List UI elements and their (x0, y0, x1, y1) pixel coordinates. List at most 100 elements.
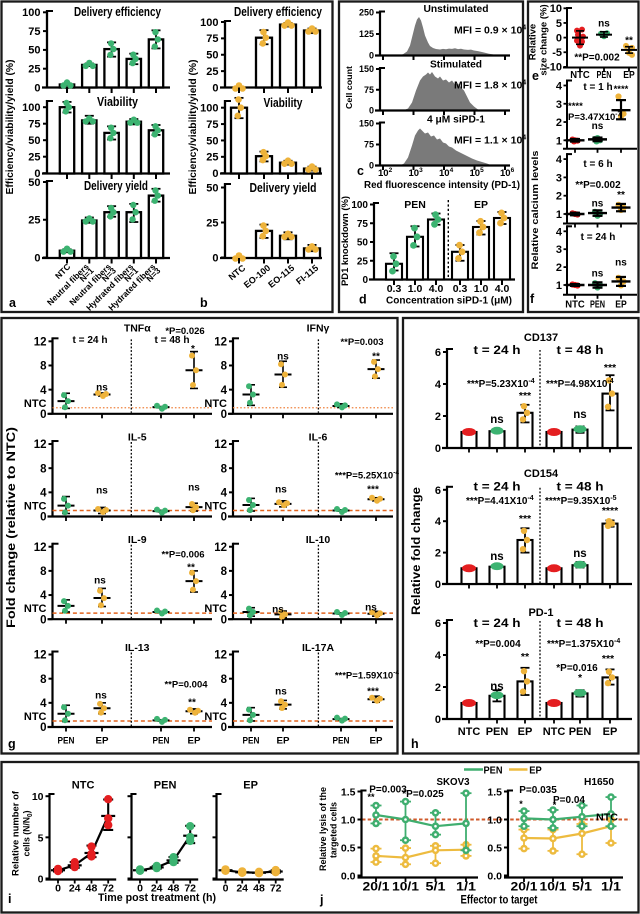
svg-text:**P=0.004: **P=0.004 (164, 680, 208, 691)
svg-text:t = 24 h: t = 24 h (474, 345, 521, 357)
svg-text:targeted cells: targeted cells (329, 802, 339, 858)
svg-text:IFNγ: IFNγ (307, 322, 330, 334)
svg-text:4: 4 (556, 80, 563, 92)
svg-text:NTC: NTC (24, 603, 47, 615)
svg-text:4: 4 (435, 379, 442, 391)
svg-text:75: 75 (364, 140, 374, 150)
svg-text:NTC: NTC (570, 70, 590, 81)
svg-text:ns: ns (277, 352, 289, 363)
svg-text:EP: EP (518, 726, 533, 738)
svg-text:**: ** (625, 36, 633, 47)
svg-text:EP: EP (623, 70, 635, 81)
svg-text:0: 0 (40, 409, 46, 421)
svg-text:1: 1 (556, 209, 562, 221)
svg-text:PEN: PEN (590, 300, 605, 311)
svg-text:72: 72 (270, 883, 282, 895)
svg-text:0: 0 (40, 722, 46, 734)
svg-text:i: i (8, 892, 11, 906)
svg-text:size change (%): size change (%) (539, 4, 550, 75)
svg-text:4: 4 (435, 516, 442, 528)
svg-text:MFI = 0.9 × 104: MFI = 0.9 × 104 (454, 25, 526, 37)
svg-text:Viability: Viability (97, 95, 138, 109)
svg-text:0: 0 (212, 168, 218, 180)
svg-text:EP: EP (529, 766, 542, 777)
svg-text:ns: ns (96, 486, 108, 497)
svg-text:20/1: 20/1 (511, 880, 538, 894)
svg-text:1.0: 1.0 (474, 283, 489, 295)
svg-text:1.0: 1.0 (408, 283, 423, 295)
svg-text:PEN: PEN (243, 736, 260, 747)
svg-text:t = 48 h: t = 48 h (557, 482, 604, 494)
svg-text:150: 150 (359, 64, 374, 74)
svg-text:1/1: 1/1 (456, 880, 476, 894)
svg-text:P=0.04: P=0.04 (553, 795, 585, 806)
svg-text:75: 75 (357, 219, 369, 230)
svg-text:NTC: NTC (458, 726, 481, 738)
svg-text:8: 8 (221, 361, 228, 373)
svg-text:Efficiency/viability/yield (%): Efficiency/viability/yield (%) (188, 60, 199, 195)
svg-text:NTC: NTC (24, 501, 47, 513)
svg-text:***: *** (367, 687, 379, 698)
svg-text:75: 75 (28, 119, 40, 131)
svg-text:2: 2 (556, 117, 562, 129)
svg-text:8: 8 (40, 463, 47, 475)
svg-text:**: ** (372, 352, 380, 363)
svg-text:**: ** (617, 190, 625, 201)
svg-text:4: 4 (40, 590, 47, 602)
svg-text:d: d (359, 293, 367, 307)
svg-text:100: 100 (351, 200, 368, 211)
svg-text:P=0.035: P=0.035 (519, 785, 557, 796)
svg-text:*: * (191, 344, 195, 355)
svg-text:12: 12 (214, 542, 227, 554)
svg-text:t = 48 h: t = 48 h (557, 345, 604, 357)
svg-text:10: 10 (32, 791, 44, 803)
svg-text:NTC: NTC (543, 726, 566, 738)
svg-text:25: 25 (206, 152, 218, 164)
svg-text:1.0: 1.0 (487, 814, 502, 826)
svg-text:10/1: 10/1 (540, 880, 567, 894)
svg-text:12: 12 (214, 439, 227, 451)
svg-text:0.5: 0.5 (487, 842, 502, 854)
svg-text:*: * (553, 800, 557, 810)
svg-text:0: 0 (38, 874, 44, 886)
svg-text:1.5: 1.5 (341, 786, 356, 798)
svg-text:***P=5.25X10-4: ***P=5.25X10-4 (335, 470, 400, 482)
svg-text:Delivery yield: Delivery yield (250, 181, 317, 195)
svg-text:5/1: 5/1 (572, 880, 592, 894)
svg-text:h: h (411, 737, 419, 751)
svg-text:50: 50 (357, 238, 369, 249)
svg-text:t = 6 h: t = 6 h (583, 159, 612, 170)
svg-text:t = 24 h: t = 24 h (581, 232, 616, 243)
svg-text:4: 4 (556, 226, 563, 238)
svg-text:IL-13: IL-13 (125, 642, 150, 654)
svg-text:PD-1: PD-1 (528, 607, 553, 619)
svg-text:50: 50 (28, 135, 40, 147)
svg-text:ns: ns (96, 383, 108, 394)
svg-text:0: 0 (40, 512, 46, 524)
svg-text:0: 0 (435, 579, 441, 591)
svg-text:t = 24 h: t = 24 h (474, 482, 521, 494)
svg-text:Delivery efficiency: Delivery efficiency (234, 5, 322, 19)
svg-text:*P=0.026: *P=0.026 (165, 326, 204, 337)
svg-text:25: 25 (28, 64, 40, 76)
svg-text:0: 0 (212, 252, 218, 264)
svg-text:0: 0 (221, 512, 227, 524)
svg-text:NTC: NTC (204, 501, 227, 513)
svg-text:PEN: PEN (153, 736, 170, 747)
svg-text:2: 2 (556, 262, 562, 274)
svg-text:****P=9.35X10-5: ****P=9.35X10-5 (545, 495, 617, 507)
svg-text:EP: EP (243, 780, 258, 792)
svg-text:3: 3 (556, 244, 562, 256)
svg-text:ns: ns (94, 576, 106, 587)
svg-text:H1650: H1650 (584, 776, 614, 788)
svg-text:48: 48 (86, 883, 98, 895)
svg-text:0: 0 (221, 409, 227, 421)
svg-text:4 μM siPD-1: 4 μM siPD-1 (427, 114, 485, 126)
svg-text:SKOV3: SKOV3 (437, 776, 470, 788)
svg-text:12: 12 (34, 439, 47, 451)
svg-text:f: f (530, 292, 535, 306)
svg-text:4: 4 (221, 590, 228, 602)
svg-text:0: 0 (369, 51, 374, 61)
svg-text:PEN: PEN (58, 736, 75, 747)
svg-text:NTC: NTC (72, 780, 95, 792)
